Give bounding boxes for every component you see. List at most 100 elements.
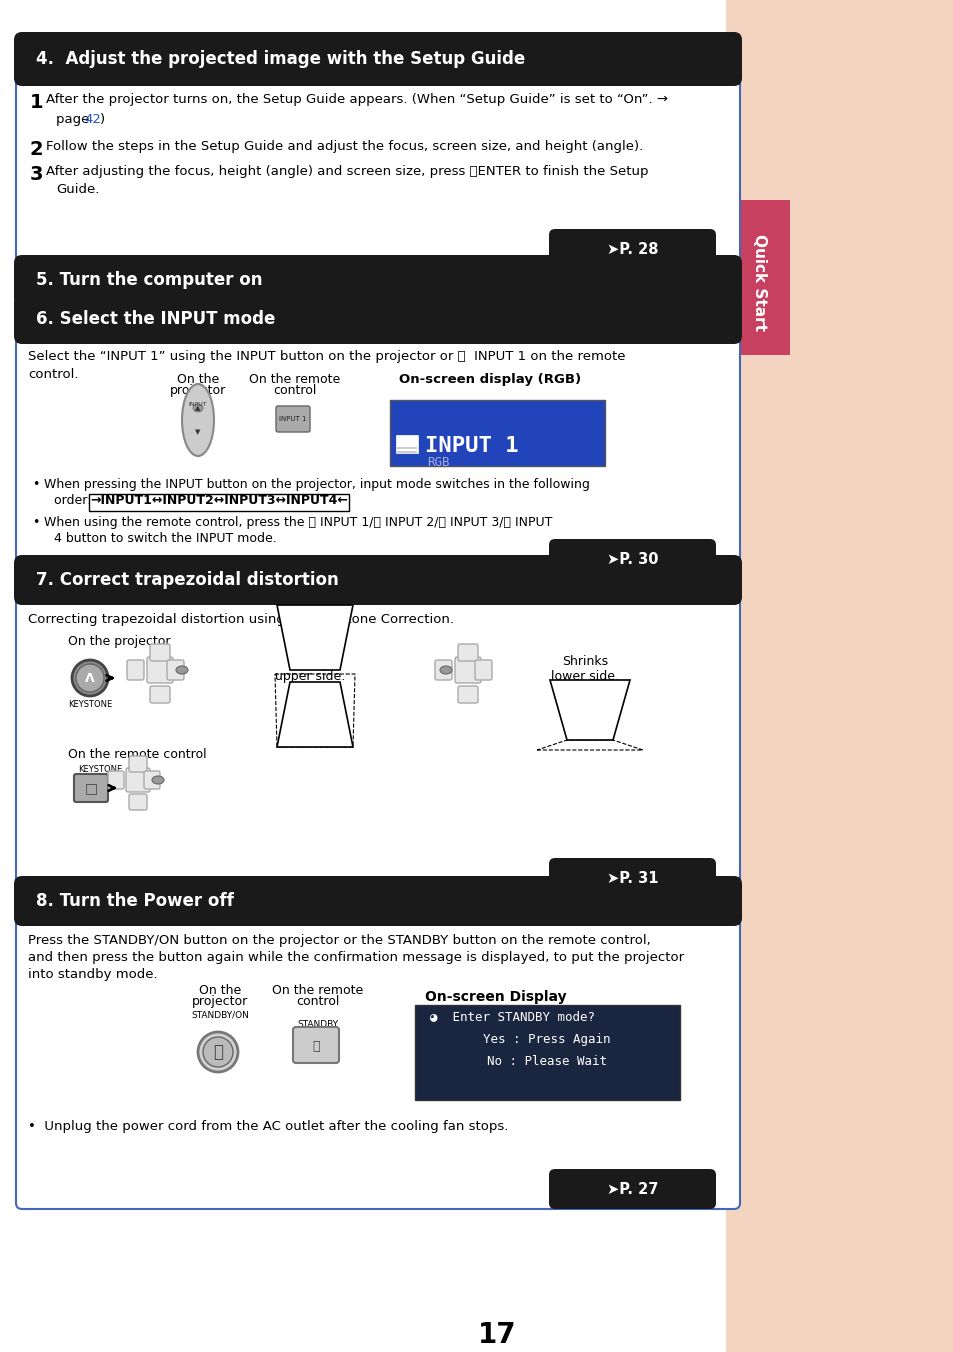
Text: ▲: ▲ xyxy=(195,406,200,411)
Text: INPUT: INPUT xyxy=(189,403,207,407)
Text: ◕  Enter STANDBY mode?: ◕ Enter STANDBY mode? xyxy=(430,1010,595,1023)
FancyBboxPatch shape xyxy=(16,591,740,888)
Ellipse shape xyxy=(175,667,188,675)
Text: Shrinks
lower side.: Shrinks lower side. xyxy=(551,654,618,683)
Ellipse shape xyxy=(193,404,203,412)
FancyBboxPatch shape xyxy=(16,330,740,562)
Ellipse shape xyxy=(152,776,164,784)
FancyBboxPatch shape xyxy=(390,400,604,466)
Text: control: control xyxy=(273,384,316,397)
Text: STANDBY/ON: STANDBY/ON xyxy=(191,1010,249,1019)
Text: control: control xyxy=(296,995,339,1009)
FancyBboxPatch shape xyxy=(74,773,108,802)
Text: Guide.: Guide. xyxy=(56,183,99,196)
Text: ➤P. 30: ➤P. 30 xyxy=(606,552,658,566)
FancyBboxPatch shape xyxy=(129,756,147,772)
FancyBboxPatch shape xyxy=(457,685,477,703)
Text: into standby mode.: into standby mode. xyxy=(28,968,157,982)
Text: 42: 42 xyxy=(84,114,101,126)
Text: ➤P. 27: ➤P. 27 xyxy=(606,1182,658,1197)
Text: On the: On the xyxy=(176,373,219,387)
Text: On the remote control: On the remote control xyxy=(68,748,207,761)
Text: Shrinks
upper side.: Shrinks upper side. xyxy=(274,654,345,683)
Text: On-screen Display: On-screen Display xyxy=(424,990,566,1005)
Text: 7. Correct trapezoidal distortion: 7. Correct trapezoidal distortion xyxy=(36,571,338,589)
Text: □: □ xyxy=(85,781,97,795)
Text: ▼: ▼ xyxy=(195,429,200,435)
FancyBboxPatch shape xyxy=(275,406,310,433)
Polygon shape xyxy=(276,681,353,748)
Text: On the: On the xyxy=(198,984,241,996)
Text: projector: projector xyxy=(170,384,226,397)
Text: →INPUT1↔INPUT2↔INPUT3↔INPUT4←: →INPUT1↔INPUT2↔INPUT3↔INPUT4← xyxy=(90,493,348,507)
Bar xyxy=(396,450,416,453)
FancyBboxPatch shape xyxy=(395,435,417,453)
Text: •: • xyxy=(32,479,39,491)
FancyBboxPatch shape xyxy=(548,228,716,269)
Text: 4 button to switch the INPUT mode.: 4 button to switch the INPUT mode. xyxy=(54,531,276,545)
Text: ⏻: ⏻ xyxy=(312,1041,319,1053)
Text: STANDBY: STANDBY xyxy=(297,1019,338,1029)
Text: ): ) xyxy=(100,114,105,126)
Text: 4.  Adjust the projected image with the Setup Guide: 4. Adjust the projected image with the S… xyxy=(36,50,525,68)
FancyBboxPatch shape xyxy=(127,660,144,680)
FancyBboxPatch shape xyxy=(126,768,150,792)
FancyBboxPatch shape xyxy=(548,859,716,898)
Bar xyxy=(725,0,953,1352)
Text: Correcting trapezoidal distortion using the Keystone Correction.: Correcting trapezoidal distortion using … xyxy=(28,612,454,626)
Text: page: page xyxy=(56,114,93,126)
Text: Press the STANDBY/ON button on the projector or the STANDBY button on the remote: Press the STANDBY/ON button on the proje… xyxy=(28,934,650,946)
Text: After the projector turns on, the Setup Guide appears. (When “Setup Guide” is se: After the projector turns on, the Setup … xyxy=(46,93,667,105)
FancyBboxPatch shape xyxy=(293,1028,338,1063)
Text: On the remote: On the remote xyxy=(249,373,340,387)
Text: •: • xyxy=(32,516,39,529)
Text: Quick Start: Quick Start xyxy=(752,234,767,330)
FancyBboxPatch shape xyxy=(147,657,172,683)
FancyBboxPatch shape xyxy=(457,644,477,661)
Text: INPUT 1: INPUT 1 xyxy=(279,416,307,422)
Text: KEYSTONE: KEYSTONE xyxy=(78,765,122,773)
Text: projector: projector xyxy=(192,995,248,1009)
FancyBboxPatch shape xyxy=(129,794,147,810)
Text: and then press the button again while the confirmation message is displayed, to : and then press the button again while th… xyxy=(28,950,683,964)
Text: No : Please Wait: No : Please Wait xyxy=(486,1055,606,1068)
Text: On the remote: On the remote xyxy=(273,984,363,996)
FancyBboxPatch shape xyxy=(435,660,452,680)
Text: 3: 3 xyxy=(30,165,44,184)
Text: When pressing the INPUT button on the projector, input mode switches in the foll: When pressing the INPUT button on the pr… xyxy=(44,479,589,491)
Text: On-screen display (RGB): On-screen display (RGB) xyxy=(398,373,580,387)
FancyBboxPatch shape xyxy=(729,200,789,356)
Text: 1: 1 xyxy=(30,93,44,112)
Polygon shape xyxy=(550,680,629,740)
Text: 17: 17 xyxy=(477,1321,516,1349)
Polygon shape xyxy=(276,604,353,671)
FancyBboxPatch shape xyxy=(167,660,184,680)
FancyBboxPatch shape xyxy=(16,72,740,262)
Text: 5. Turn the computer on: 5. Turn the computer on xyxy=(36,270,262,289)
Text: Yes : Press Again: Yes : Press Again xyxy=(483,1033,610,1046)
Bar xyxy=(396,448,416,449)
FancyBboxPatch shape xyxy=(150,685,170,703)
FancyBboxPatch shape xyxy=(548,539,716,579)
Ellipse shape xyxy=(198,1032,237,1072)
FancyBboxPatch shape xyxy=(415,1005,679,1101)
Ellipse shape xyxy=(203,1037,233,1067)
Ellipse shape xyxy=(76,664,104,692)
Text: 2: 2 xyxy=(30,141,44,160)
FancyBboxPatch shape xyxy=(16,913,740,1209)
FancyBboxPatch shape xyxy=(455,657,480,683)
Text: •  Unplug the power cord from the AC outlet after the cooling fan stops.: • Unplug the power cord from the AC outl… xyxy=(28,1119,508,1133)
Text: control.: control. xyxy=(28,368,78,381)
Text: 8. Turn the Power off: 8. Turn the Power off xyxy=(36,892,233,910)
Text: Select the “INPUT 1” using the INPUT button on the projector or ⓟ  INPUT 1 on th: Select the “INPUT 1” using the INPUT but… xyxy=(28,350,625,362)
Ellipse shape xyxy=(71,660,108,696)
FancyBboxPatch shape xyxy=(14,293,741,343)
Ellipse shape xyxy=(182,384,213,456)
Text: Λ: Λ xyxy=(85,672,94,684)
Text: On the projector: On the projector xyxy=(68,635,171,648)
FancyBboxPatch shape xyxy=(14,256,741,306)
Text: ➤P. 31: ➤P. 31 xyxy=(606,871,658,886)
FancyBboxPatch shape xyxy=(14,876,741,926)
Text: When using the remote control, press the ⓟ INPUT 1/ⓟ INPUT 2/ⓟ INPUT 3/ⓟ INPUT: When using the remote control, press the… xyxy=(44,516,552,529)
FancyBboxPatch shape xyxy=(144,771,160,790)
